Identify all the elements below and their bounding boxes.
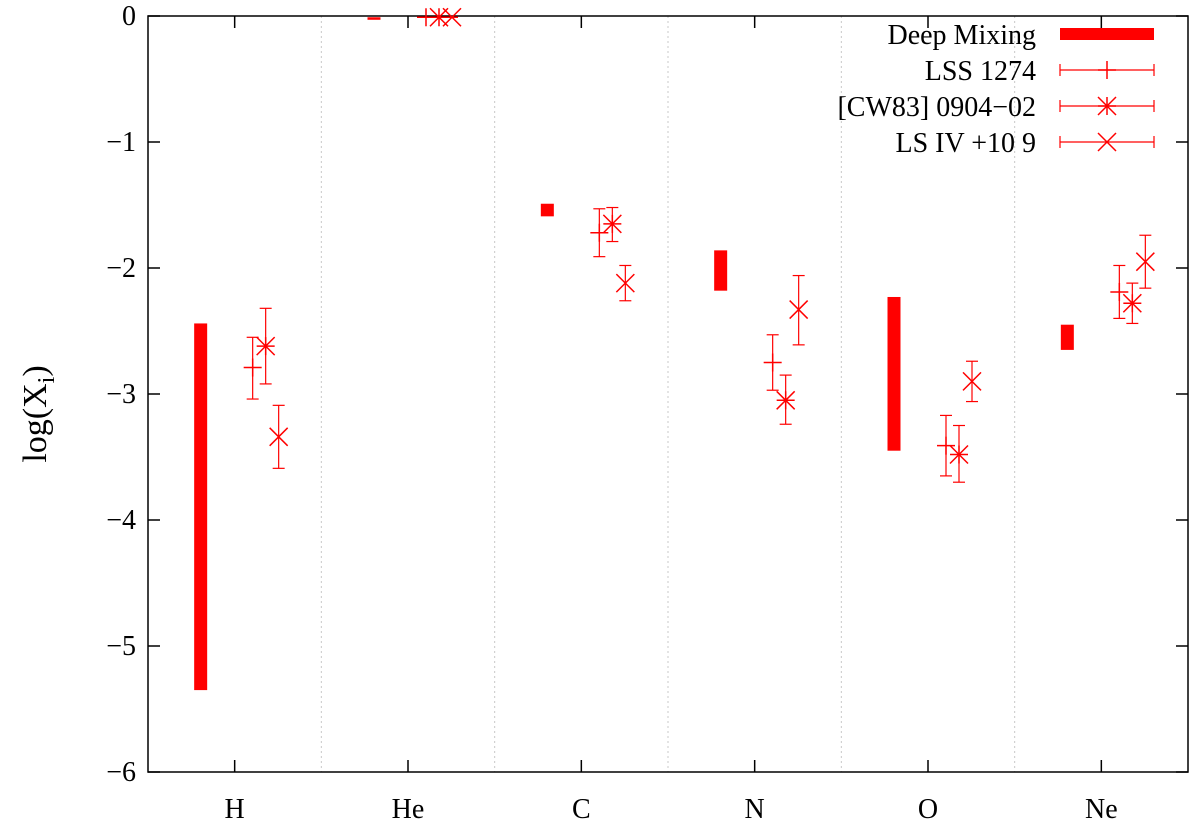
deep-mixing-bar <box>1060 324 1074 350</box>
errorbar-point <box>937 414 955 477</box>
data-point-marker <box>615 273 635 293</box>
grid-separators <box>320 16 1016 772</box>
x-tick-label: He <box>392 794 425 825</box>
deep-mixing-bar <box>367 17 381 20</box>
deep-mixing-bar <box>714 250 728 291</box>
y-axis-title-main: log(X <box>17 383 54 462</box>
errorbar-point <box>962 360 982 403</box>
data-point-marker <box>602 214 622 234</box>
data-point-marker <box>949 444 969 465</box>
errorbar-point <box>269 404 289 469</box>
legend-swatch-marker <box>1098 61 1116 79</box>
y-tick-label: 0 <box>122 1 136 32</box>
data-point-marker <box>256 336 276 356</box>
y-axis-title: log(Xi) <box>17 365 60 462</box>
errorbar-point <box>602 206 622 243</box>
legend-swatch-marker <box>1097 96 1117 116</box>
legend-label: LSS 1274 <box>925 56 1036 87</box>
legend-swatch-errorbar <box>1059 61 1155 79</box>
data-layer <box>194 7 1155 691</box>
y-tick-label: −2 <box>106 253 136 284</box>
data-point-marker <box>1135 252 1155 272</box>
y-tick-label: −3 <box>106 379 136 410</box>
legend-swatch-errorbar <box>1059 96 1155 116</box>
x-tick-label: O <box>918 794 938 825</box>
data-point-marker <box>442 7 462 27</box>
data-point-marker <box>789 300 809 320</box>
data-point-marker <box>269 427 289 447</box>
data-point-marker <box>243 358 262 377</box>
errorbar-point <box>789 274 809 346</box>
errorbar-point <box>615 264 635 302</box>
y-axis-title-close: ) <box>17 365 54 376</box>
errorbar-point <box>949 424 969 483</box>
errorbar-point <box>442 7 462 27</box>
data-point-marker <box>776 390 796 410</box>
legend-swatch-marker <box>1097 132 1117 152</box>
deep-mixing-bar <box>540 203 554 217</box>
legend-swatch-bar <box>1060 28 1154 40</box>
axes: 0 −1 −2 −3 −4 −5 −6 H He C N O Ne <box>106 1 1189 825</box>
data-point-marker <box>937 436 955 455</box>
deep-mixing-bar <box>887 296 901 451</box>
errorbar-point <box>776 374 796 425</box>
y-tick-label: −1 <box>106 127 136 158</box>
legend-label: Deep Mixing <box>887 20 1036 51</box>
data-point-marker <box>1122 293 1142 313</box>
x-tick-label: Ne <box>1085 794 1118 825</box>
errorbar-point <box>763 334 782 391</box>
legend-swatch-errorbar <box>1059 132 1155 152</box>
legend-label: LS IV +10 9 <box>895 128 1036 159</box>
deep-mixing-bar <box>194 323 208 691</box>
x-tick-label: C <box>572 794 591 825</box>
errorbar-point <box>256 307 276 385</box>
data-point-marker <box>763 353 782 372</box>
errorbar-point <box>590 208 609 258</box>
errorbar-point <box>1110 264 1129 319</box>
legend: Deep Mixing LSS 1274 [CW83] 0904−02 LS IV +… <box>837 20 1155 159</box>
y-tick-label: −4 <box>106 505 136 536</box>
legend-label: [CW83] 0904−02 <box>837 92 1036 123</box>
y-axis-title-subscript: i <box>34 376 60 383</box>
errorbar-point <box>1122 282 1142 325</box>
data-point-marker <box>590 223 609 242</box>
y-tick-label: −5 <box>106 631 136 662</box>
x-tick-label: H <box>225 794 245 825</box>
errorbar-point <box>1135 234 1155 289</box>
x-tick-label: N <box>745 794 765 825</box>
y-tick-label: −6 <box>106 757 136 788</box>
data-point-marker <box>1110 282 1129 301</box>
data-point-marker <box>962 371 982 391</box>
